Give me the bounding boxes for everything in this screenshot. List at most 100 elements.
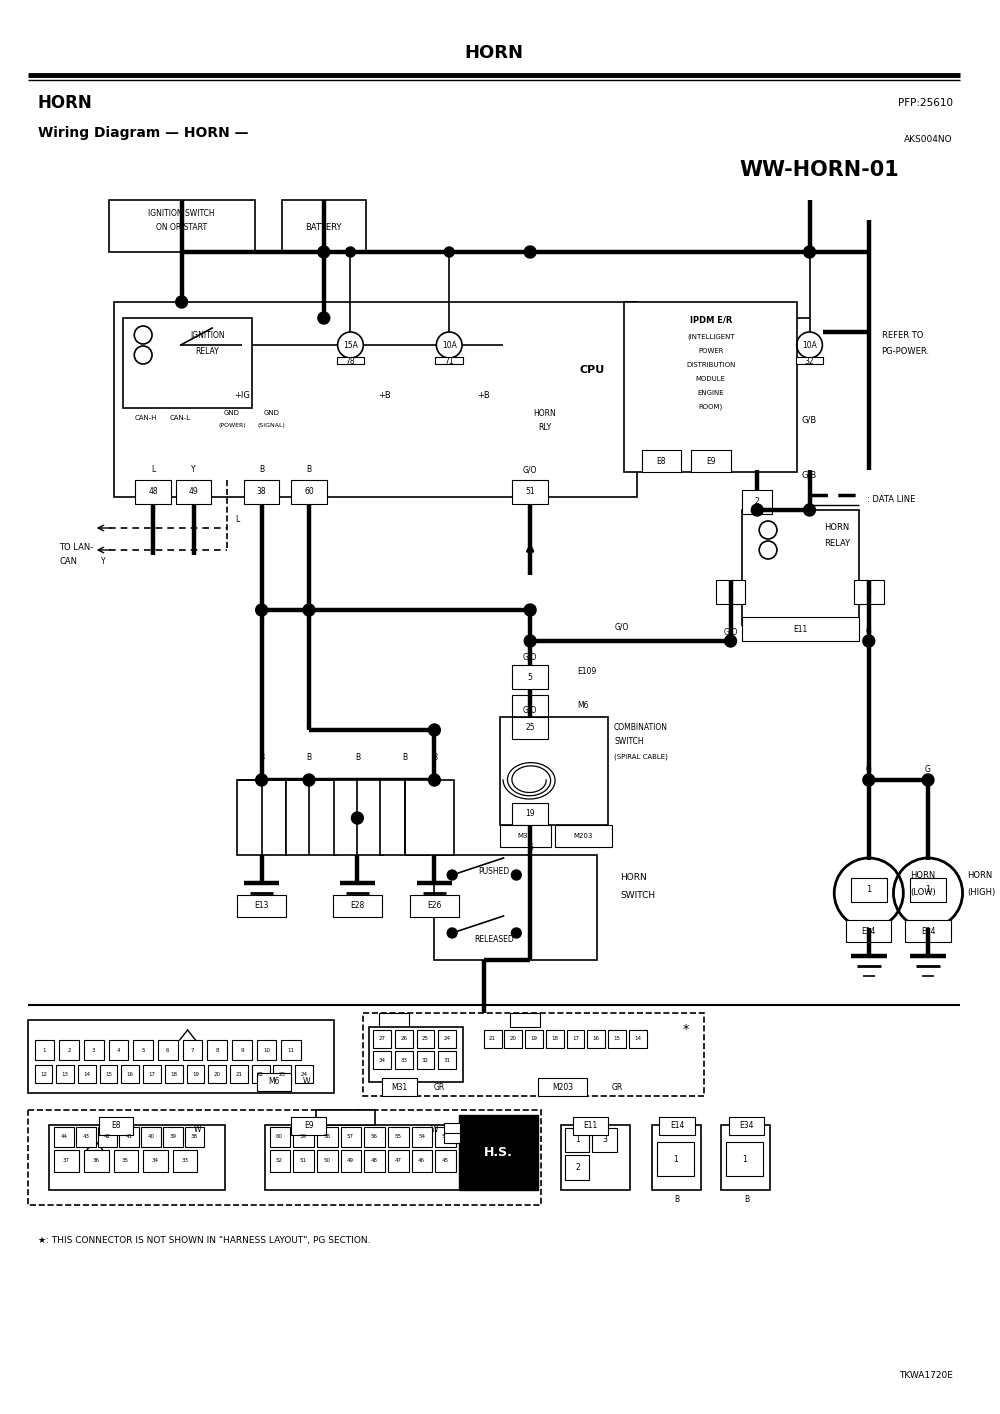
Bar: [567, 1029, 584, 1048]
Bar: [293, 1127, 314, 1147]
Bar: [565, 1155, 589, 1181]
Text: 48: 48: [148, 488, 158, 496]
Text: 33: 33: [181, 1158, 188, 1164]
Text: G: G: [866, 765, 872, 775]
Text: L: L: [235, 516, 239, 525]
Text: 19: 19: [192, 1072, 199, 1076]
Text: B: B: [432, 752, 437, 762]
Bar: [273, 1065, 291, 1083]
Text: 4: 4: [117, 1048, 120, 1052]
Bar: [257, 1041, 276, 1060]
Bar: [165, 1065, 183, 1083]
Text: 5: 5: [528, 673, 533, 682]
Bar: [76, 1127, 96, 1147]
Text: 20: 20: [214, 1072, 221, 1076]
Text: 78: 78: [346, 358, 355, 366]
Text: 46: 46: [418, 1158, 425, 1164]
Text: CAN: CAN: [59, 557, 77, 567]
Text: GR: GR: [434, 1083, 445, 1092]
Bar: [565, 1128, 589, 1152]
Text: +B: +B: [379, 390, 391, 400]
Bar: [364, 1127, 385, 1147]
Text: 17: 17: [149, 1072, 156, 1076]
Text: 31: 31: [444, 1058, 451, 1062]
Bar: [293, 1150, 314, 1172]
Text: 35: 35: [122, 1158, 129, 1164]
Text: H.S.: H.S.: [484, 1147, 513, 1159]
Bar: [388, 1127, 409, 1147]
Text: 3: 3: [866, 587, 871, 597]
Text: W: W: [302, 1077, 310, 1086]
Text: SWITCH: SWITCH: [620, 891, 655, 901]
Bar: [624, 303, 797, 472]
Text: : DATA LINE: : DATA LINE: [867, 495, 915, 505]
Text: E28: E28: [350, 902, 365, 911]
Circle shape: [351, 812, 363, 824]
Text: G/B: G/B: [802, 416, 817, 424]
Bar: [561, 1126, 630, 1191]
Text: 38: 38: [257, 488, 266, 496]
Text: 18: 18: [551, 1036, 558, 1042]
Bar: [54, 1127, 74, 1147]
Bar: [257, 1073, 291, 1092]
Text: 32: 32: [805, 358, 814, 366]
Text: E34: E34: [921, 926, 935, 936]
Text: 11: 11: [288, 1048, 295, 1052]
Bar: [163, 1127, 183, 1147]
Text: 34: 34: [379, 1058, 386, 1062]
Text: 33: 33: [400, 1058, 407, 1062]
Bar: [244, 479, 279, 503]
Text: B: B: [306, 752, 312, 762]
Text: 14: 14: [83, 1072, 90, 1076]
Circle shape: [805, 247, 814, 257]
Bar: [379, 1012, 409, 1027]
Text: 24: 24: [301, 1072, 308, 1076]
Bar: [512, 717, 548, 740]
Text: 21: 21: [235, 1072, 242, 1076]
Text: ROOM): ROOM): [699, 404, 723, 410]
Bar: [56, 1065, 74, 1083]
Bar: [395, 1029, 413, 1048]
Bar: [854, 580, 884, 604]
Text: 5: 5: [141, 1048, 145, 1052]
Text: B: B: [259, 752, 264, 762]
Text: 10: 10: [263, 1048, 270, 1052]
Bar: [341, 1127, 361, 1147]
Text: (HIGH): (HIGH): [968, 888, 996, 896]
Bar: [417, 1051, 434, 1069]
Bar: [114, 1150, 138, 1172]
Bar: [185, 1127, 204, 1147]
Text: E109: E109: [578, 667, 597, 676]
Bar: [109, 199, 255, 252]
Text: 1: 1: [728, 587, 733, 597]
Bar: [295, 1065, 313, 1083]
Text: 15: 15: [614, 1036, 621, 1042]
Text: 3: 3: [603, 1135, 608, 1144]
Circle shape: [524, 604, 536, 617]
Text: 1: 1: [925, 885, 931, 895]
Text: 60: 60: [304, 488, 314, 496]
Text: 10A: 10A: [442, 341, 457, 349]
Bar: [525, 1029, 543, 1048]
Text: (POWER): (POWER): [218, 423, 246, 427]
Bar: [237, 895, 286, 918]
Circle shape: [256, 604, 268, 617]
Text: M203: M203: [552, 1083, 573, 1092]
Text: 15A: 15A: [343, 341, 358, 349]
Text: PFP:25610: PFP:25610: [898, 98, 953, 107]
Bar: [373, 1051, 391, 1069]
Text: G/O: G/O: [615, 622, 629, 632]
Text: AKS004NO: AKS004NO: [904, 136, 953, 144]
Circle shape: [751, 503, 763, 516]
Bar: [369, 1027, 463, 1082]
Circle shape: [428, 724, 440, 737]
Text: HORN: HORN: [464, 44, 523, 62]
Circle shape: [447, 870, 457, 880]
Bar: [500, 717, 608, 824]
Text: 2: 2: [755, 498, 760, 506]
Bar: [512, 479, 548, 503]
Text: (LOW): (LOW): [910, 888, 936, 896]
Circle shape: [511, 870, 521, 880]
Text: 39: 39: [169, 1134, 176, 1140]
Text: GND: GND: [264, 410, 279, 416]
